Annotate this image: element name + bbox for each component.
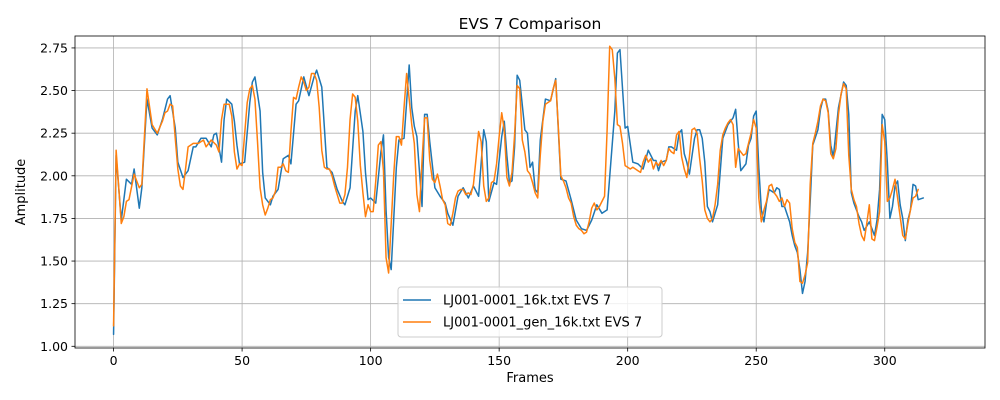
x-axis-title: Frames bbox=[506, 371, 554, 386]
y-tick-label: 1.50 bbox=[40, 254, 68, 269]
y-tick-label: 2.00 bbox=[40, 168, 68, 183]
x-tick-label: 300 bbox=[873, 353, 897, 368]
x-tick-label: 150 bbox=[487, 353, 511, 368]
legend: LJ001-0001_16k.txt EVS 7 LJ001-0001_gen_… bbox=[397, 286, 663, 338]
x-tick-label: 100 bbox=[359, 353, 383, 368]
grid-lines bbox=[75, 36, 985, 348]
y-tick-label: 2.75 bbox=[40, 40, 68, 55]
x-axis: 0 50 100 150 200 250 300 bbox=[110, 348, 897, 368]
y-tick-label: 2.25 bbox=[40, 126, 68, 141]
x-tick-label: 200 bbox=[616, 353, 640, 368]
y-tick-label: 1.75 bbox=[40, 211, 68, 226]
x-tick-label: 50 bbox=[234, 353, 250, 368]
y-axis: 1.00 1.25 1.50 1.75 2.00 2.25 2.50 2.75 bbox=[40, 40, 75, 354]
y-tick-label: 1.25 bbox=[40, 296, 68, 311]
legend-label-1: LJ001-0001_16k.txt EVS 7 bbox=[443, 294, 611, 309]
series-layer bbox=[112, 45, 925, 336]
legend-label-2: LJ001-0001_gen_16k.txt EVS 7 bbox=[443, 316, 642, 331]
plot-frame bbox=[74, 35, 986, 349]
y-axis-title: Amplitude bbox=[14, 159, 29, 226]
chart-title: EVS 7 Comparison bbox=[459, 15, 602, 33]
legend-box bbox=[397, 286, 663, 338]
x-tick-label: 250 bbox=[744, 353, 768, 368]
y-tick-label: 2.50 bbox=[40, 83, 68, 98]
series-line-2 bbox=[112, 45, 919, 327]
y-tick-label: 1.00 bbox=[40, 339, 68, 354]
x-tick-label: 0 bbox=[110, 353, 118, 368]
